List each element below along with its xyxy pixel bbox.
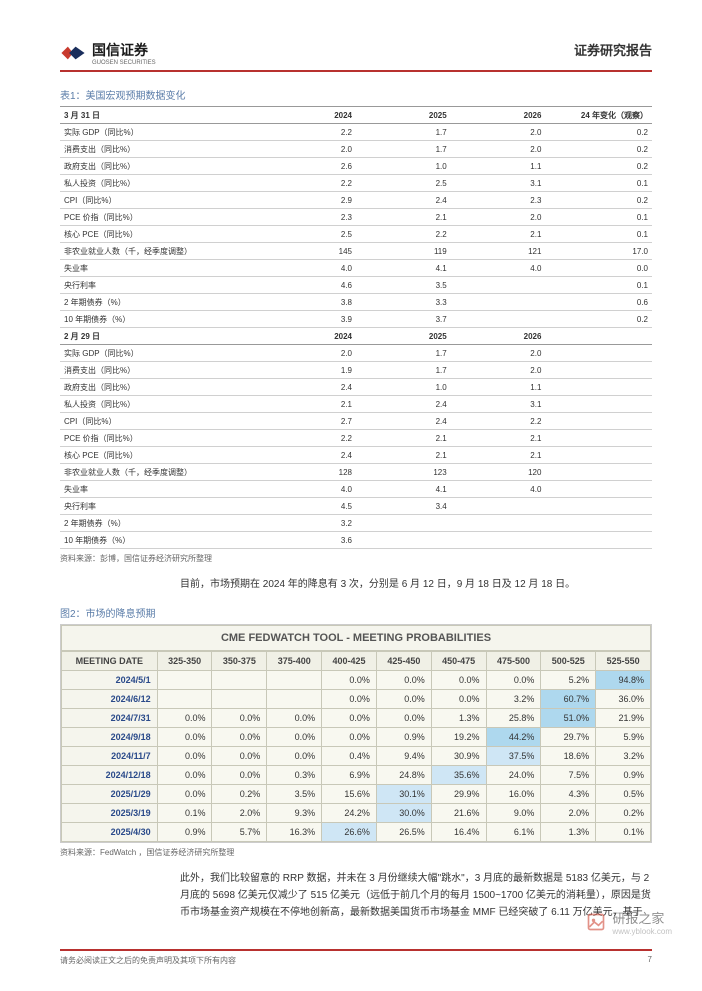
guosen-logo-icon	[60, 44, 86, 62]
table-row: 失业率4.04.14.0	[60, 481, 652, 498]
table1-col-header: 3 月 31 日	[60, 107, 261, 124]
table-row: 央行利率4.63.50.1	[60, 277, 652, 294]
fed-row: 2024/12/180.0%0.0%0.3%6.9%24.8%35.6%24.0…	[62, 766, 651, 785]
fed-col-header: 325-350	[157, 652, 212, 671]
table-row: 2 年期债券（%）3.83.30.6	[60, 294, 652, 311]
fed-row: 2024/9/180.0%0.0%0.0%0.0%0.9%19.2%44.2%2…	[62, 728, 651, 747]
table1-col-header: 24 年变化（观察）	[545, 107, 652, 124]
table-row: 消费支出（同比%）1.91.72.0	[60, 362, 652, 379]
fed-row: 2024/7/310.0%0.0%0.0%0.0%0.0%1.3%25.8%51…	[62, 709, 651, 728]
fed-row: 2025/3/190.1%2.0%9.3%24.2%30.0%21.6%9.0%…	[62, 804, 651, 823]
fed-col-header: 500-525	[541, 652, 596, 671]
table1-col-header: 2 月 29 日	[60, 328, 261, 345]
table1-caption: 表1：美国宏观预期数据变化	[60, 87, 652, 102]
watermark-text: 研报之家	[612, 908, 672, 927]
fed-row: 2024/6/120.0%0.0%0.0%3.2%60.7%36.0%	[62, 690, 651, 709]
fed-row: 2025/1/290.0%0.2%3.5%15.6%30.1%29.9%16.0…	[62, 785, 651, 804]
report-type-label: 证券研究报告	[574, 40, 652, 59]
table-row: 政府支出（同比%）2.61.01.10.2	[60, 158, 652, 175]
table1-col-header: 2026	[451, 107, 546, 124]
table-row: PCE 价指（同比%）2.32.12.00.1	[60, 209, 652, 226]
table1-source: 资料来源：彭博，国信证券经济研究所整理	[60, 553, 652, 564]
table-row: 央行利率4.53.4	[60, 498, 652, 515]
fedwatch-title: CME FEDWATCH TOOL - MEETING PROBABILITIE…	[61, 625, 651, 651]
page-number: 7	[648, 955, 652, 966]
table1-col-header: 2026	[451, 328, 546, 345]
table-row: CPI（同比%）2.72.42.2	[60, 413, 652, 430]
fed-col-header: 450-475	[431, 652, 486, 671]
table-row: 非农业就业人数（千，经季度调整）128123120	[60, 464, 652, 481]
figure2-source: 资料来源：FedWatch ，国信证券经济研究所整理	[60, 847, 652, 858]
fed-col-header: 400-425	[322, 652, 377, 671]
page-footer: 请务必阅读正文之后的免责声明及其项下所有内容 7	[60, 949, 652, 966]
table1-col-header: 2025	[356, 107, 451, 124]
table-row: 失业率4.04.14.00.0	[60, 260, 652, 277]
table-row: 私人投资（同比%）2.12.43.1	[60, 396, 652, 413]
table1-col-header: 2024	[261, 107, 356, 124]
fed-col-header: 425-450	[376, 652, 431, 671]
fedwatch-table: MEETING DATE325-350350-375375-400400-425…	[61, 651, 651, 842]
table-row: 核心 PCE（同比%）2.42.12.1	[60, 447, 652, 464]
page-header: 国信证券 GUOSEN SECURITIES 证券研究报告	[60, 40, 652, 72]
table-row: 实际 GDP（同比%）2.01.72.0	[60, 345, 652, 362]
brand-name-cn: 国信证券	[92, 42, 148, 58]
fed-row: 2024/11/70.0%0.0%0.0%0.4%9.4%30.9%37.5%1…	[62, 747, 651, 766]
watermark-url: www.yblook.com	[612, 927, 672, 936]
brand-logo: 国信证券 GUOSEN SECURITIES	[60, 40, 156, 66]
macro-data-table: 3 月 31 日20242025202624 年变化（观察） 实际 GDP（同比…	[60, 106, 652, 549]
watermark: 研报之家 www.yblook.com	[586, 908, 672, 936]
table-row: 非农业就业人数（千，经季度调整）14511912117.0	[60, 243, 652, 260]
fed-row: 2024/5/10.0%0.0%0.0%0.0%5.2%94.8%	[62, 671, 651, 690]
table-row: 政府支出（同比%）2.41.01.1	[60, 379, 652, 396]
table-row: PCE 价指（同比%）2.22.12.1	[60, 430, 652, 447]
table-row: 10 年期债券（%）3.6	[60, 532, 652, 549]
paragraph-2: 此外，我们比较留意的 RRP 数据，并未在 3 月份继续大幅"跳水"，3 月底的…	[180, 870, 652, 921]
fed-col-header: 375-400	[267, 652, 322, 671]
table-row: 2 年期债券（%）3.2	[60, 515, 652, 532]
fed-col-header: MEETING DATE	[62, 652, 158, 671]
table-row: 消费支出（同比%）2.01.72.00.2	[60, 141, 652, 158]
fed-col-header: 525-550	[596, 652, 651, 671]
table1-col-header	[545, 328, 652, 345]
fed-col-header: 475-500	[486, 652, 541, 671]
footer-disclaimer: 请务必阅读正文之后的免责声明及其项下所有内容	[60, 955, 236, 966]
paragraph-1: 目前，市场预期在 2024 年的降息有 3 次，分别是 6 月 12 日，9 月…	[180, 576, 652, 593]
figure2-caption: 图2：市场的降息预期	[60, 605, 652, 620]
table-row: 核心 PCE（同比%）2.52.22.10.1	[60, 226, 652, 243]
fed-col-header: 350-375	[212, 652, 267, 671]
table-row: 10 年期债券（%）3.93.70.2	[60, 311, 652, 328]
table1-col-header: 2025	[356, 328, 451, 345]
table-row: CPI（同比%）2.92.42.30.2	[60, 192, 652, 209]
table-row: 实际 GDP（同比%）2.21.72.00.2	[60, 124, 652, 141]
table-row: 私人投资（同比%）2.22.53.10.1	[60, 175, 652, 192]
watermark-icon	[586, 912, 606, 932]
brand-name-en: GUOSEN SECURITIES	[92, 60, 156, 66]
fed-row: 2025/4/300.9%5.7%16.3%26.6%26.5%16.4%6.1…	[62, 823, 651, 842]
table1-col-header: 2024	[261, 328, 356, 345]
